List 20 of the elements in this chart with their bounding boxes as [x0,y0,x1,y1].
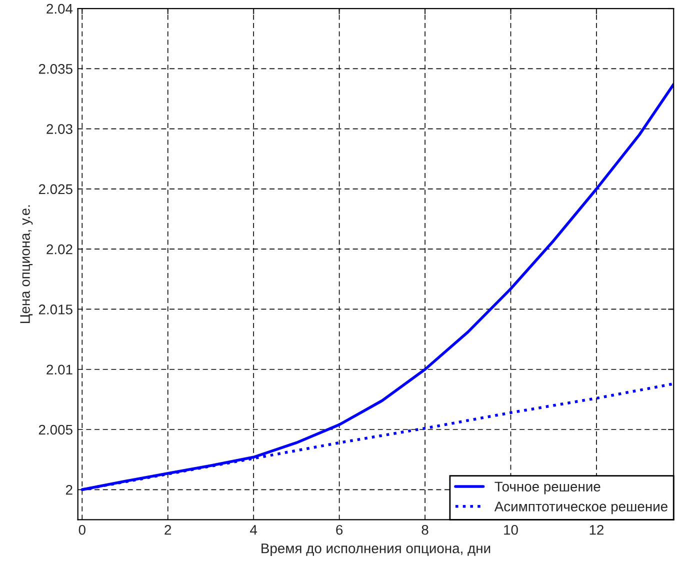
legend-label: Асимптотическое решение [494,502,668,514]
y-tick-label: 2.015 [38,304,72,314]
y-axis-title: Цена опциона, у.е. [20,205,33,323]
y-tick-label: 2 [66,484,72,495]
x-tick-label: 6 [336,524,343,535]
y-tick-label: 2.04 [46,4,73,14]
x-tick-label: 2 [164,524,172,535]
y-tick-label: 2.03 [46,124,72,134]
y-tick-label: 2.005 [38,424,72,435]
y-tick-label: 2.025 [38,184,72,194]
x-tick-label: 0 [78,524,86,535]
y-tick-label: 2.02 [46,244,72,254]
x-tick-label: 12 [590,524,604,535]
x-tick-label: 8 [422,524,428,535]
x-axis-title: Время до исполнения опциона, дни [262,544,490,556]
legend-label: Точное решение [494,482,600,494]
x-tick-label: 10 [504,524,518,535]
y-tick-label: 2.01 [46,364,72,375]
y-tick-label: 2.035 [38,64,72,74]
x-tick-label: 4 [250,525,258,535]
